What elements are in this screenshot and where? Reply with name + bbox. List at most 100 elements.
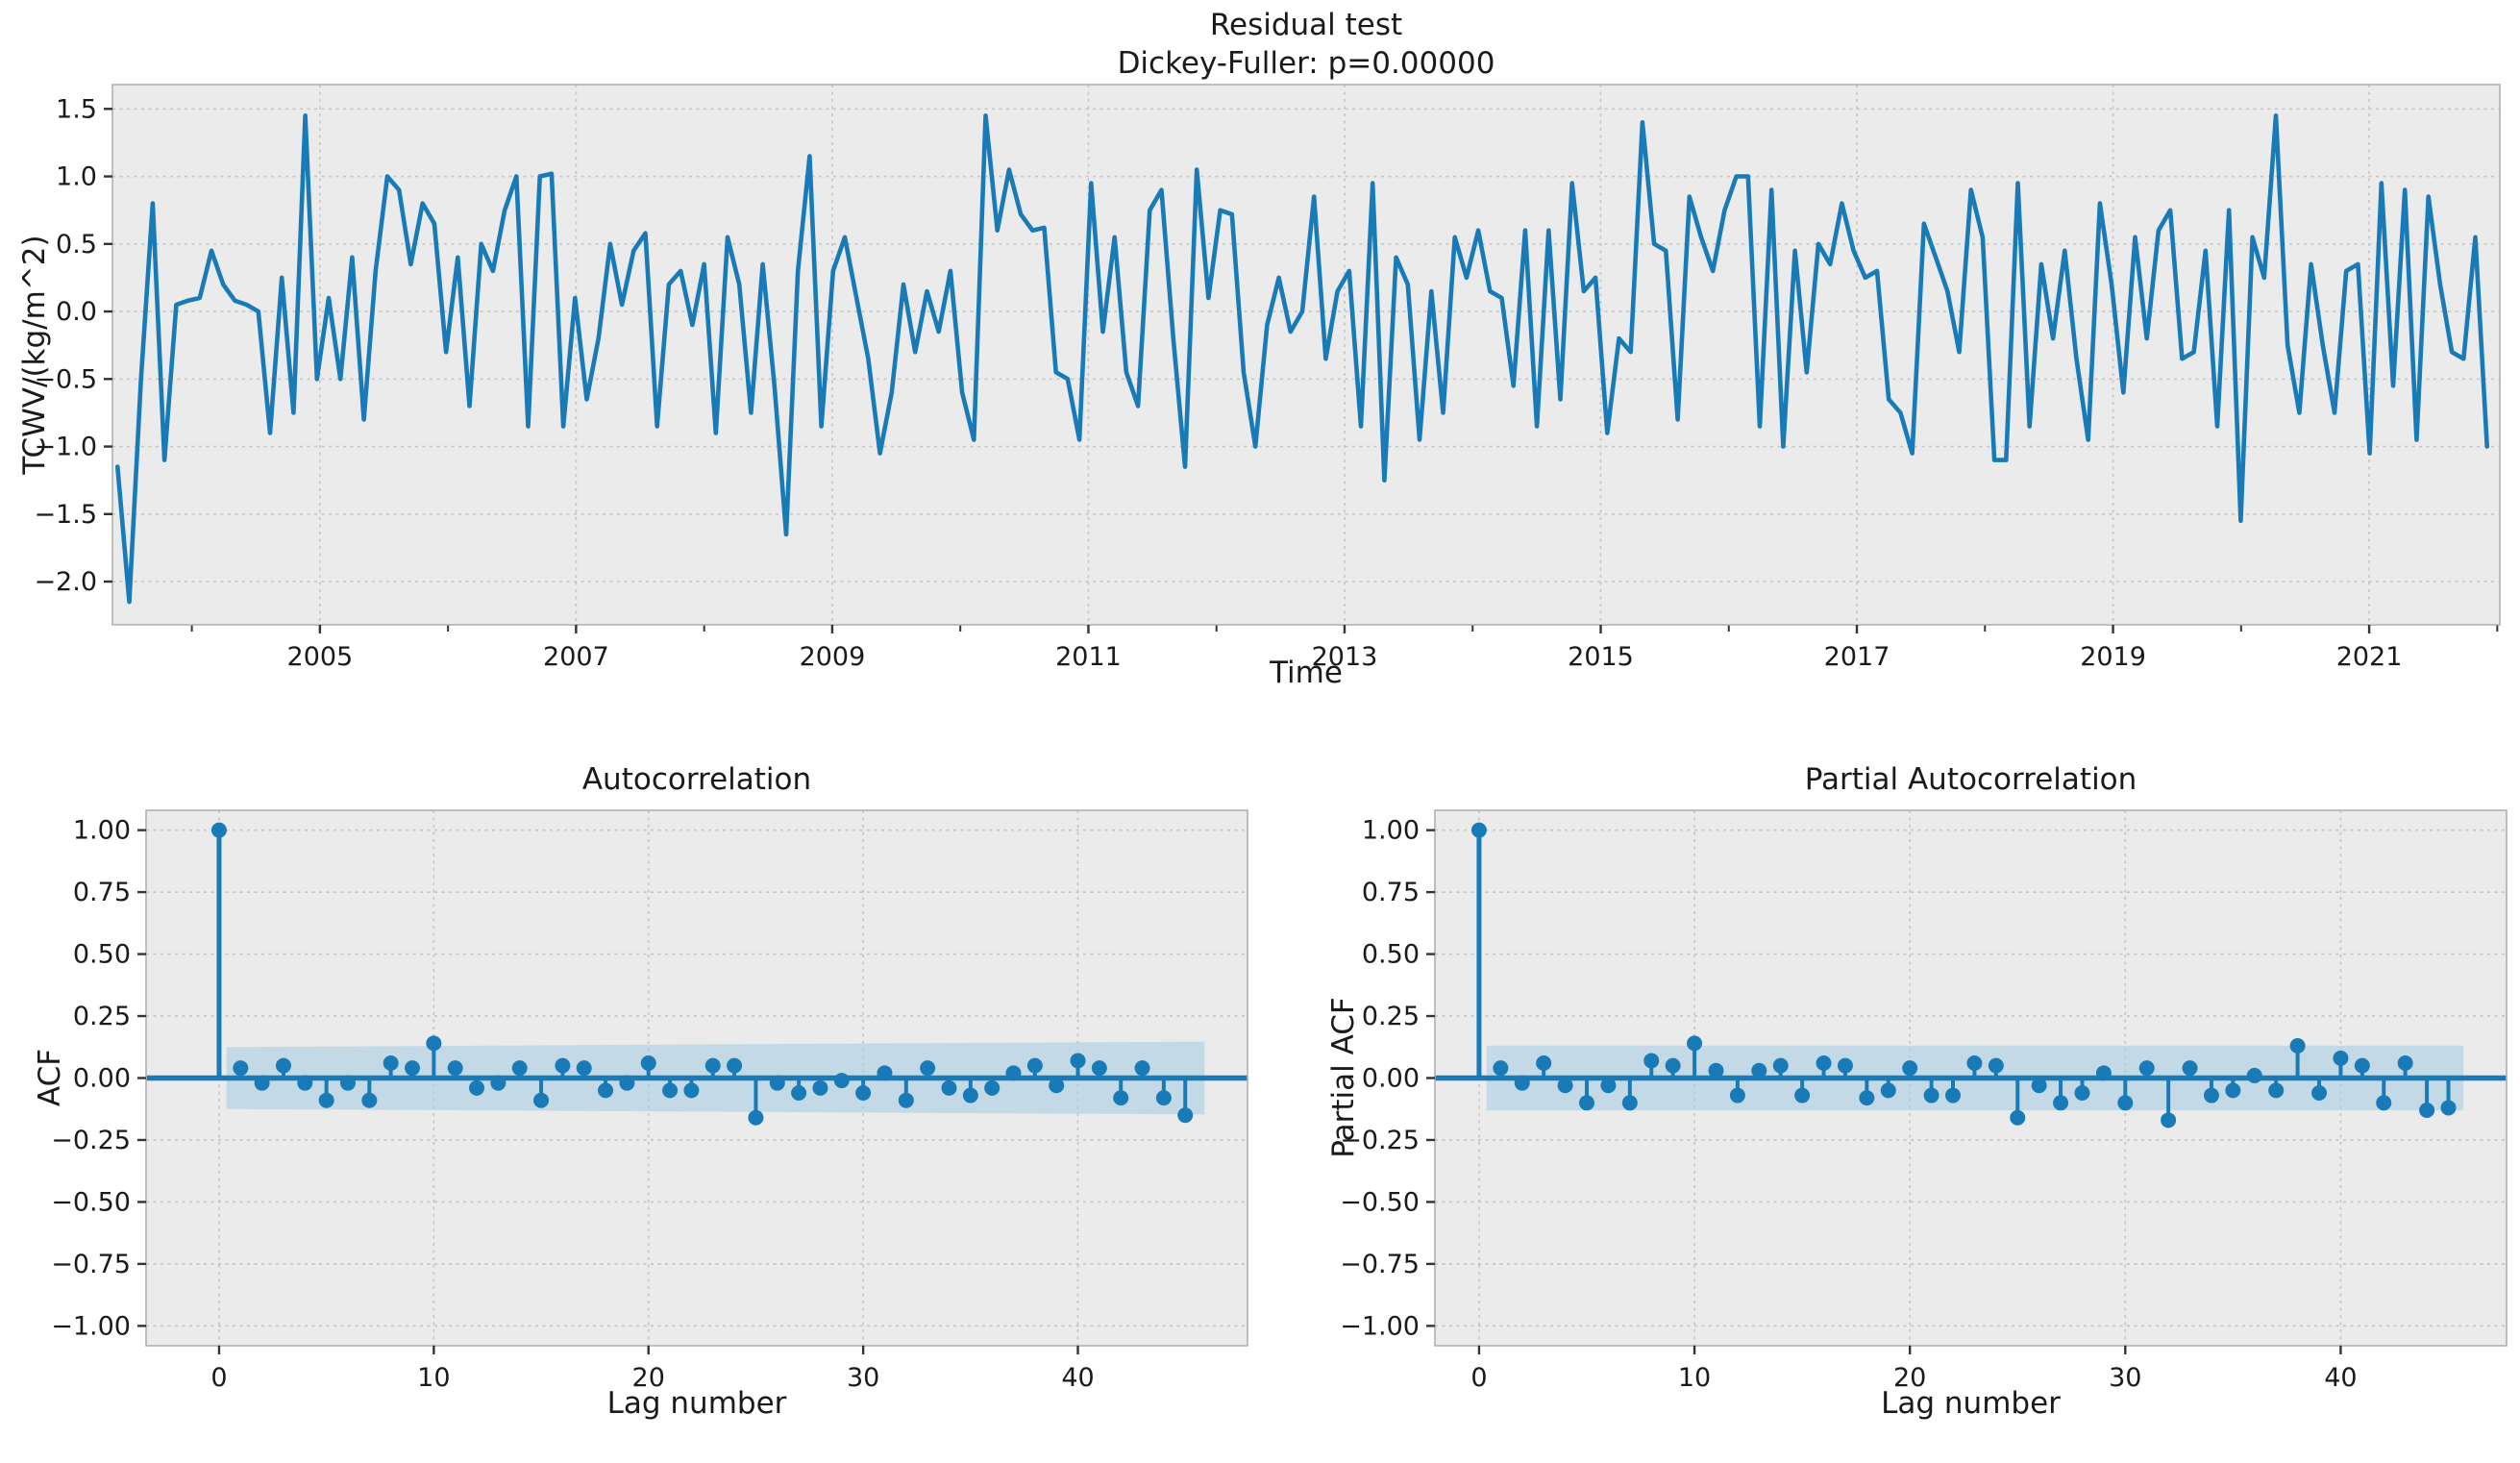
stem-marker bbox=[1155, 1090, 1172, 1106]
y-tick-label: 0.50 bbox=[73, 940, 131, 970]
stem-marker bbox=[1988, 1057, 2004, 1074]
residuals-spines bbox=[111, 84, 2501, 626]
stem-marker bbox=[1049, 1078, 1065, 1094]
stem-marker bbox=[533, 1092, 550, 1108]
y-tick-label: 1.5 bbox=[56, 94, 97, 124]
stem-marker bbox=[683, 1082, 700, 1099]
stem-marker bbox=[2074, 1084, 2090, 1101]
x-tick-label: 2015 bbox=[1568, 642, 1634, 672]
y-tick-label: −1.5 bbox=[34, 500, 97, 530]
stem-marker bbox=[1177, 1107, 1194, 1124]
stem-marker bbox=[1621, 1095, 1638, 1111]
stem-marker bbox=[1113, 1090, 1129, 1106]
stem-marker bbox=[1470, 822, 1487, 838]
x-tick-label: 2013 bbox=[1312, 642, 1378, 672]
stem-marker bbox=[405, 1060, 421, 1077]
stem-marker bbox=[1859, 1090, 1875, 1106]
stem-marker bbox=[619, 1075, 635, 1091]
stem-marker bbox=[1794, 1087, 1811, 1103]
y-tick-label: −0.25 bbox=[1340, 1126, 1420, 1155]
acf-plot: 1.00 0.75 0.50 0.25 0.00 −0.25 −0.50 −0.75 −1.00… bbox=[51, 809, 1248, 1393]
stem-marker bbox=[2225, 1082, 2241, 1099]
stem-marker bbox=[447, 1060, 463, 1077]
y-tick-label: −0.75 bbox=[1340, 1250, 1420, 1279]
stem-marker bbox=[2182, 1060, 2198, 1077]
stem-marker bbox=[511, 1060, 528, 1077]
stem-marker bbox=[469, 1079, 485, 1096]
stem-marker bbox=[1880, 1082, 1896, 1099]
figure-title-line2: Dickey-Fuller: p=0.00000 bbox=[1117, 46, 1495, 81]
y-tick-label: −0.50 bbox=[51, 1187, 131, 1217]
stem-marker bbox=[2203, 1087, 2219, 1103]
y-tick-label: −1.00 bbox=[1340, 1311, 1420, 1341]
y-tick-label: 0.00 bbox=[1362, 1064, 1420, 1094]
x-tick-label: 30 bbox=[847, 1363, 879, 1393]
stem-marker bbox=[2311, 1084, 2328, 1101]
stem-marker bbox=[1579, 1095, 1595, 1111]
y-tick-label: 0.25 bbox=[1362, 1002, 1420, 1031]
stem-marker bbox=[2053, 1095, 2069, 1111]
stem-marker bbox=[748, 1109, 764, 1126]
y-tick-label: −1.00 bbox=[51, 1311, 131, 1341]
stem-marker bbox=[727, 1057, 743, 1074]
x-tick-label: 2007 bbox=[543, 642, 609, 672]
stem-marker bbox=[254, 1075, 270, 1091]
y-tick-label: 0.50 bbox=[1362, 940, 1420, 970]
pacf-stems bbox=[1470, 822, 2457, 1128]
stem-marker bbox=[812, 1079, 828, 1096]
acf-stems bbox=[210, 822, 1194, 1126]
stem-marker bbox=[275, 1057, 291, 1074]
stem-marker bbox=[576, 1060, 592, 1077]
stem-marker bbox=[1751, 1062, 1767, 1079]
stem-marker bbox=[2354, 1057, 2370, 1074]
x-tick-label: 2017 bbox=[1824, 642, 1890, 672]
stem-marker bbox=[1557, 1078, 1573, 1094]
stem-marker bbox=[1665, 1057, 1681, 1074]
y-tick-label: 0.0 bbox=[56, 297, 97, 327]
residuals-xlabel: Time bbox=[1270, 656, 1343, 690]
stem-marker bbox=[2010, 1109, 2026, 1126]
y-tick-label: −0.75 bbox=[51, 1250, 131, 1279]
acf-xlabel: Lag number bbox=[606, 1386, 787, 1421]
stem-marker bbox=[2376, 1095, 2392, 1111]
stem-marker bbox=[1643, 1053, 1660, 1069]
y-tick-label: 1.0 bbox=[56, 162, 97, 192]
pacf-plot: 1.00 0.75 0.50 0.25 0.00 −0.25 −0.50 −0.75 −1.00… bbox=[1340, 809, 2508, 1393]
figure-title-line1: Residual test bbox=[1209, 8, 1403, 42]
stem-marker bbox=[2138, 1060, 2155, 1077]
figure-title: Residual test Dickey-Fuller: p=0.00000 bbox=[112, 6, 2500, 83]
stem-marker bbox=[791, 1084, 807, 1101]
stem-marker bbox=[704, 1057, 721, 1074]
stem-marker bbox=[1070, 1053, 1086, 1069]
y-tick-label: −0.50 bbox=[1340, 1187, 1420, 1217]
stem-marker bbox=[297, 1075, 313, 1091]
y-tick-label: 0.25 bbox=[73, 1002, 131, 1031]
stem-marker bbox=[555, 1057, 571, 1074]
stem-marker bbox=[1902, 1060, 1918, 1077]
x-tick-label: 0 bbox=[1470, 1363, 1487, 1393]
stem-marker bbox=[1945, 1087, 1962, 1103]
y-tick-label: −0.25 bbox=[51, 1126, 131, 1155]
x-tick-label: 40 bbox=[2324, 1363, 2357, 1393]
y-tick-label: −1.0 bbox=[34, 433, 97, 462]
x-tick-label: 2005 bbox=[287, 642, 354, 672]
y-tick-label: 0.00 bbox=[73, 1064, 131, 1094]
y-tick-label: −0.5 bbox=[34, 364, 97, 394]
stem-marker bbox=[1091, 1060, 1107, 1077]
x-tick-label: 2009 bbox=[800, 642, 866, 672]
stem-marker bbox=[833, 1073, 850, 1089]
stem-marker bbox=[855, 1084, 872, 1101]
stem-marker bbox=[2095, 1065, 2112, 1081]
pacf-title: Partial Autocorrelation bbox=[1804, 762, 2137, 797]
stem-marker bbox=[233, 1060, 249, 1077]
pacf-xlabel: Lag number bbox=[1881, 1386, 2061, 1421]
stem-marker bbox=[361, 1092, 378, 1108]
y-tick-label: 0.75 bbox=[73, 878, 131, 907]
stem-marker bbox=[1729, 1087, 1745, 1103]
acf-ylabel: ACF bbox=[33, 1048, 67, 1107]
residual-series-line bbox=[115, 113, 2489, 605]
x-tick-label: 2021 bbox=[2336, 642, 2403, 672]
y-tick-label: −2.0 bbox=[34, 567, 97, 597]
stem-marker bbox=[339, 1075, 356, 1091]
stem-marker bbox=[984, 1079, 1001, 1096]
